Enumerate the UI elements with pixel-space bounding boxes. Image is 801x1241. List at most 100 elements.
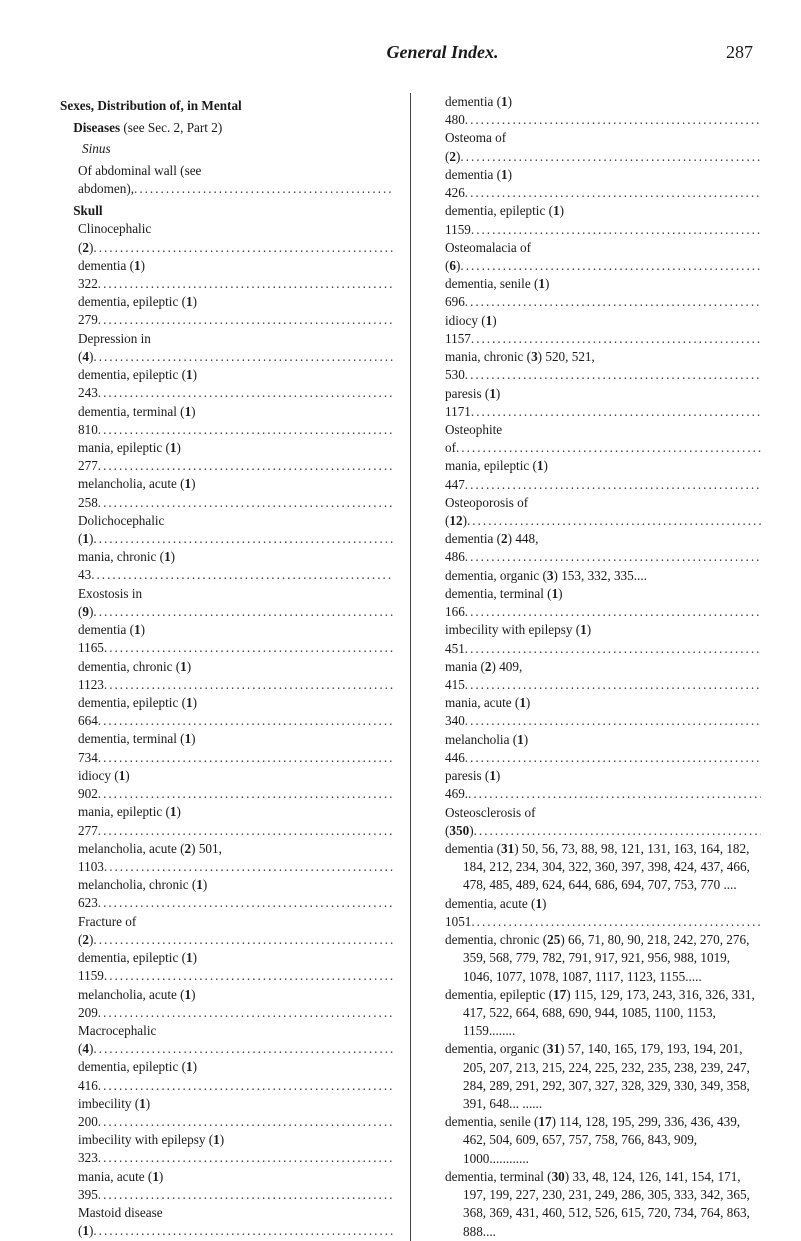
index-entry: melancholia, acute (1) 209 — [60, 986, 394, 1022]
index-entry: imbecility with epilepsy (1) 323 — [60, 1131, 394, 1167]
index-entry: dementia, chronic (25) 66, 71, 80, 90, 2… — [427, 931, 761, 986]
index-entry: dementia, terminal (1) 734 — [60, 730, 394, 766]
index-entry-text: Mastoid disease (1) — [78, 1205, 163, 1238]
index-entry-text: dementia, epileptic (1) 416 — [78, 1059, 197, 1092]
index-entry: Osteomalacia of (6) — [427, 239, 761, 275]
index-entry-text: melancholia, acute (1) 258 — [78, 476, 196, 509]
index-entry: idiocy (1) 1157 — [427, 312, 761, 348]
index-entry-text: idiocy (1) 902 — [78, 768, 130, 801]
index-entry: dementia, epileptic (1) 1159 — [60, 949, 394, 985]
index-entry-text: imbecility with epilepsy (1) 451 — [445, 622, 591, 655]
index-entry: imbecility (1) 200 — [60, 1095, 394, 1131]
index-entry-text: Osteoporosis of (12) — [445, 495, 528, 528]
index-entry-text: dementia, epileptic (1) 664 — [78, 695, 197, 728]
index-entry: dementia, terminal (30) 33, 48, 124, 126… — [427, 1168, 761, 1241]
index-entry-text: dementia, organic (31) 57, 140, 165, 179… — [445, 1041, 750, 1111]
index-entry: melancholia, acute (1) 258 — [60, 475, 394, 511]
page-number: 287 — [693, 42, 753, 63]
index-entry-text: mania, epileptic (1) 277 — [78, 440, 181, 473]
index-entry: dementia, epileptic (17) 115, 129, 173, … — [427, 986, 761, 1041]
index-entry-text: dementia, epileptic (1) 1159 — [78, 950, 197, 983]
index-entry-text: mania, chronic (3) 520, 521, 530 — [445, 349, 595, 382]
index-entry-text: dementia, chronic (1) 1123 — [78, 659, 191, 692]
index-entry-text: dementia, terminal (30) 33, 48, 124, 126… — [445, 1169, 750, 1239]
index-entry: Depression in (4) — [60, 330, 394, 366]
index-entry-text: dementia, senile (17) 114, 128, 195, 299… — [445, 1114, 740, 1165]
two-column-layout: Sexes, Distribution of, in Mental Diseas… — [60, 93, 761, 1241]
index-entry-text: dementia, acute (1) 1051 — [445, 896, 546, 929]
index-entry-text: Osteoma of (2) — [445, 130, 506, 163]
index-entry: Clinocephalic (2) — [60, 220, 394, 256]
index-entry-text: paresis (1) 1171 — [445, 386, 500, 419]
index-entry: dementia (2) 448, 486 — [427, 530, 761, 566]
index-entry-text: idiocy (1) 1157 — [445, 313, 497, 346]
index-entry: dementia, epileptic (1) 1159 — [427, 202, 761, 238]
index-entry-text: Clinocephalic (2) — [78, 221, 151, 254]
index-entry-text: Exostosis in (9) — [78, 586, 142, 619]
index-entry: dementia, epileptic (1) 664 — [60, 694, 394, 730]
index-entry: mania (2) 409, 415 — [427, 658, 761, 694]
index-entry-text: Sinus — [82, 141, 111, 156]
index-entry: dementia, organic (3) 153, 332, 335.... — [427, 567, 761, 585]
index-entry: mania, chronic (1) 43 — [60, 548, 394, 584]
index-entry: Osteosclerosis of (350) — [427, 804, 761, 840]
index-entry-text: mania, acute (1) 340 — [445, 695, 530, 728]
index-entry-text: imbecility (1) 200 — [78, 1096, 150, 1129]
index-entry: mania, epileptic (1) 447 — [427, 457, 761, 493]
index-entry-text: dementia, epileptic (17) 115, 129, 173, … — [445, 987, 755, 1038]
index-entry: paresis (1) 469. — [427, 767, 761, 803]
index-page: General Index. 287 Sexes, Distribution o… — [0, 0, 801, 1241]
index-entry: dementia (1) 1165 — [60, 621, 394, 657]
index-entry: Osteoporosis of (12) — [427, 494, 761, 530]
index-entry-text: dementia (1) 426 — [445, 167, 512, 200]
right-column: dementia (1) 480Osteoma of (2) dementia (… — [427, 93, 761, 1241]
index-entry: Sexes, Distribution of, in Mental — [60, 97, 394, 115]
left-column: Sexes, Distribution of, in Mental Diseas… — [60, 93, 394, 1241]
index-entry: Osteoma of (2) — [427, 129, 761, 165]
index-entry-text: dementia, epileptic (1) 1159 — [445, 203, 564, 236]
index-entry-text: mania (2) 409, 415 — [445, 659, 522, 692]
index-entry: dementia, senile (17) 114, 128, 195, 299… — [427, 1113, 761, 1168]
index-entry: dementia, organic (31) 57, 140, 165, 179… — [427, 1040, 761, 1113]
index-entry: mania, epileptic (1) 277 — [60, 439, 394, 475]
index-entry-text: Osteophite of — [445, 422, 502, 455]
index-entry-text: melancholia (1) 446 — [445, 732, 528, 765]
index-entry: dementia, epileptic (1) 279 — [60, 293, 394, 329]
index-entry-text: mania, acute (1) 395 — [78, 1169, 163, 1202]
index-entry-text: Of abdominal wall (see abdomen), — [78, 163, 201, 196]
index-entry: mania, chronic (3) 520, 521, 530 — [427, 348, 761, 384]
index-entry: dementia (31) 50, 56, 73, 88, 98, 121, 1… — [427, 840, 761, 895]
index-entry: dementia (1) 322 — [60, 257, 394, 293]
index-entry: Sinus — [82, 140, 394, 158]
index-entry-text: dementia, terminal (1) 166 — [445, 586, 563, 619]
index-entry-text: dementia (31) 50, 56, 73, 88, 98, 121, 1… — [445, 841, 750, 892]
index-entry: Diseases (see Sec. 2, Part 2) — [60, 119, 394, 137]
column-divider — [410, 93, 411, 1241]
index-entry: idiocy (1) 902 — [60, 767, 394, 803]
index-entry-text: Osteosclerosis of (350) — [445, 805, 535, 838]
index-entry-text: dementia, organic (3) 153, 332, 335.... — [445, 568, 647, 583]
index-entry: imbecility with epilepsy (1) 451 — [427, 621, 761, 657]
index-entry-text: dementia, epileptic (1) 279 — [78, 294, 197, 327]
index-entry: mania, acute (1) 395 — [60, 1168, 394, 1204]
index-entry: Mastoid disease (1) — [60, 1204, 394, 1240]
index-entry-text: dementia (1) 480 — [445, 94, 512, 127]
index-entry-text: melancholia, chronic (1) 623 — [78, 877, 207, 910]
index-entry-text: Fracture of (2) — [78, 914, 136, 947]
index-entry-text: Dolichocephalic (1) — [78, 513, 164, 546]
index-entry: Of abdominal wall (see abdomen), — [60, 162, 394, 198]
index-entry-text: dementia, epileptic (1) 243 — [78, 367, 197, 400]
index-entry: mania, epileptic (1) 277 — [60, 803, 394, 839]
index-entry: Dolichocephalic (1) — [60, 512, 394, 548]
index-entry: Skull — [60, 202, 394, 220]
index-entry-text: melancholia, acute (2) 501, 1103 — [78, 841, 222, 874]
index-entry: Fracture of (2) — [60, 913, 394, 949]
index-entry-text: dementia, chronic (25) 66, 71, 80, 90, 2… — [445, 932, 749, 983]
index-entry: paresis (1) 1171 — [427, 385, 761, 421]
index-entry-text: imbecility with epilepsy (1) 323 — [78, 1132, 224, 1165]
index-entry: dementia, epileptic (1) 243 — [60, 366, 394, 402]
index-entry-text: dementia (1) 1165 — [78, 622, 145, 655]
index-entry-text: dementia (1) 322 — [78, 258, 145, 291]
index-entry: dementia, epileptic (1) 416 — [60, 1058, 394, 1094]
page-header: General Index. 287 — [60, 42, 761, 63]
